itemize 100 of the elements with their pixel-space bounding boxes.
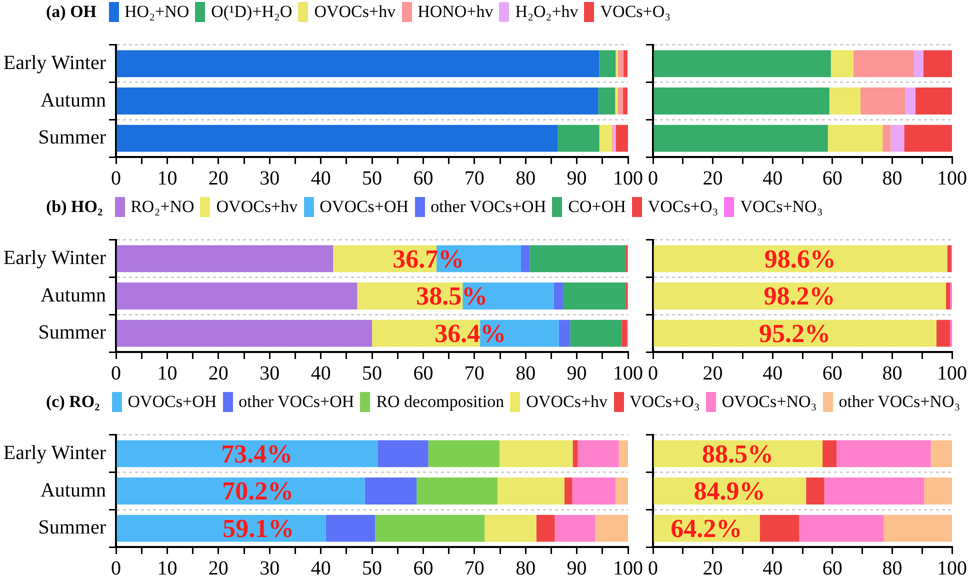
legend-label: OVOCs+NO₃	[722, 392, 817, 412]
x-tick-label: 70	[464, 557, 484, 580]
annotation: 70.2%	[222, 476, 294, 506]
x-tick-label: 60	[413, 362, 434, 384]
legend-label: VOCs+O₃	[600, 2, 671, 22]
bar	[572, 478, 616, 504]
bar	[554, 514, 596, 542]
bar	[654, 50, 831, 78]
bar	[884, 514, 952, 542]
x-tick-label: 20	[208, 557, 228, 580]
x-tick-label: 60	[822, 362, 842, 384]
x-tick-label: 50	[362, 362, 382, 384]
x-tick-label: 10	[157, 362, 178, 384]
legend-label: other VOCs+NO₃	[838, 392, 960, 412]
bar	[914, 50, 924, 78]
bar	[654, 320, 936, 347]
bar	[622, 88, 628, 114]
bar	[572, 440, 578, 468]
bar	[799, 514, 884, 542]
legend-label: HONO+hv	[418, 2, 494, 22]
bar	[530, 245, 626, 272]
x-tick-label: 30	[260, 362, 280, 384]
annotation: 73.4%	[221, 439, 293, 468]
legend-label: RO₂+NO	[130, 197, 194, 217]
bar	[116, 514, 326, 542]
legend-label: OVOCs+hv	[216, 197, 298, 217]
x-tick-label: 40	[310, 362, 331, 384]
x-tick-label: 70	[464, 167, 484, 190]
bar	[116, 320, 372, 347]
x-tick-label: 0	[111, 362, 122, 384]
legend-label: HO₂+NO	[124, 2, 190, 22]
bar	[500, 440, 573, 468]
legend-label: other VOCs+OH	[238, 392, 354, 412]
annotation: 98.2%	[764, 282, 836, 311]
bar	[860, 88, 906, 114]
bar	[564, 478, 572, 504]
bar	[830, 50, 854, 78]
annotation: 64.2%	[670, 514, 742, 544]
x-tick-label: 0	[111, 557, 122, 580]
bar	[375, 514, 485, 542]
bar	[562, 282, 626, 310]
x-tick-label: 100	[613, 362, 643, 384]
x-tick-label: 90	[566, 362, 587, 384]
bar	[598, 88, 616, 114]
x-tick-label: 50	[362, 167, 382, 190]
x-tick-label: 80	[516, 167, 536, 190]
x-tick-label: 0	[648, 557, 658, 580]
x-tick-label: 30	[260, 557, 280, 580]
bar	[930, 440, 952, 468]
bar	[946, 282, 950, 310]
bar	[116, 245, 334, 272]
bar	[378, 440, 428, 468]
annotation: 98.6%	[764, 244, 836, 274]
x-tick-label: 20	[702, 557, 723, 580]
x-tick-label: 90	[566, 557, 587, 580]
legend-label: VOCs+O₃	[648, 197, 718, 217]
annotation: 84.9%	[694, 476, 766, 506]
legend-label: OVOCs+hv	[526, 392, 608, 412]
bar	[116, 88, 598, 114]
annotation: 88.5%	[702, 439, 774, 468]
x-tick-label: 80	[516, 557, 536, 580]
x-tick-label: 80	[516, 362, 536, 384]
bar	[829, 88, 861, 114]
x-tick-label: 40	[310, 167, 331, 190]
bar	[836, 440, 931, 468]
x-tick-label: 20	[208, 167, 228, 190]
x-tick-label: 40	[762, 362, 783, 384]
bar	[654, 124, 828, 152]
y-tick-label: Autumn	[40, 284, 106, 306]
x-tick-label: 60	[413, 167, 434, 190]
bar	[484, 514, 536, 542]
x-tick-label: 80	[882, 557, 902, 580]
x-tick-label: 30	[260, 167, 280, 190]
bar	[599, 124, 612, 152]
bar	[904, 124, 952, 152]
x-tick-label: 40	[762, 557, 783, 580]
bar	[853, 50, 914, 78]
bar	[654, 245, 948, 272]
bar	[116, 440, 378, 468]
chart-title: (b) HO₂	[46, 197, 103, 217]
y-tick-label: Summer	[38, 516, 106, 539]
bar	[364, 478, 417, 504]
legend-label: other VOCs+OH	[430, 197, 546, 217]
bar	[599, 50, 616, 78]
bar	[936, 320, 950, 347]
x-tick-label: 0	[648, 167, 658, 190]
bar	[822, 440, 837, 468]
bar	[428, 440, 500, 468]
x-tick-label: 50	[362, 557, 382, 580]
bar	[616, 124, 628, 152]
bar	[882, 124, 891, 152]
legend-label: VOCs+O₃	[630, 392, 700, 412]
x-tick-label: 10	[157, 557, 178, 580]
bar	[654, 282, 946, 310]
chart-title: (a) OH	[46, 2, 97, 22]
x-tick-label: 60	[822, 167, 842, 190]
x-tick-label: 100	[937, 557, 967, 580]
bar	[497, 478, 565, 504]
legend-label: OVOCs+OH	[128, 392, 217, 412]
x-tick-label: 60	[413, 557, 434, 580]
